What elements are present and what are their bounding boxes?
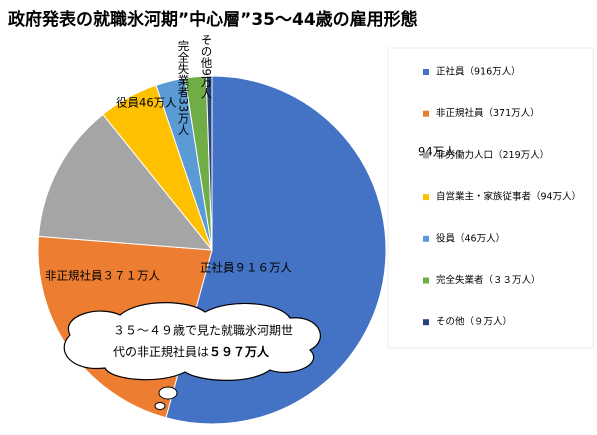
legend-label: 完全失業者（３３万人）	[436, 274, 541, 286]
legend-swatch	[423, 152, 429, 159]
callout-text: 代の非正規社員は	[113, 344, 209, 359]
legend-box	[387, 47, 594, 349]
callout-bubble	[158, 386, 178, 400]
legend-swatch	[423, 235, 429, 242]
legend-label: 自営業主・家族従事者（94万人）	[436, 191, 581, 203]
chart-title: 政府発表の就職氷河期”中心層”35～44歳の雇用形態	[8, 9, 418, 30]
legend-swatch	[423, 69, 429, 75]
data-label: 正社員９１６万人	[200, 261, 292, 275]
legend-label: 非労働力人口（219万人）	[436, 149, 549, 161]
legend-label: その他（９万人）	[436, 316, 512, 328]
legend-label: 非正規社員（371万人）	[436, 107, 540, 119]
pie-slice	[205, 75, 213, 251]
callout: ３５～４９歳で見た就職氷河期世 代の非正規社員は５９７万人	[63, 302, 321, 410]
data-label: その他9万人	[200, 34, 214, 99]
callout-cloud	[63, 302, 321, 381]
legend: 正社員（916万人） 非正規社員（371万人） 非労働力人口（219万人） 自営業主・…	[423, 66, 581, 328]
legend-label: 正社員（916万人）	[436, 66, 521, 78]
legend-label: 役員（46万人）	[436, 232, 505, 244]
legend-swatch	[423, 194, 429, 201]
legend-swatch	[423, 110, 429, 117]
pie-slice	[37, 113, 214, 251]
callout-text: ３５～４９歳で見た就職氷河期世	[113, 324, 293, 338]
data-label: 役員46万人	[116, 96, 177, 110]
callout-text: 代の非正規社員は５９７万人	[113, 344, 270, 359]
callout-bubble	[154, 402, 166, 410]
legend-swatch	[423, 277, 429, 284]
data-label: 非正規社員３７１万人	[45, 269, 160, 283]
data-label: 完全失業者33万人	[177, 39, 191, 135]
legend-swatch	[423, 319, 429, 326]
callout-emphasis: ５９７万人	[209, 344, 270, 359]
